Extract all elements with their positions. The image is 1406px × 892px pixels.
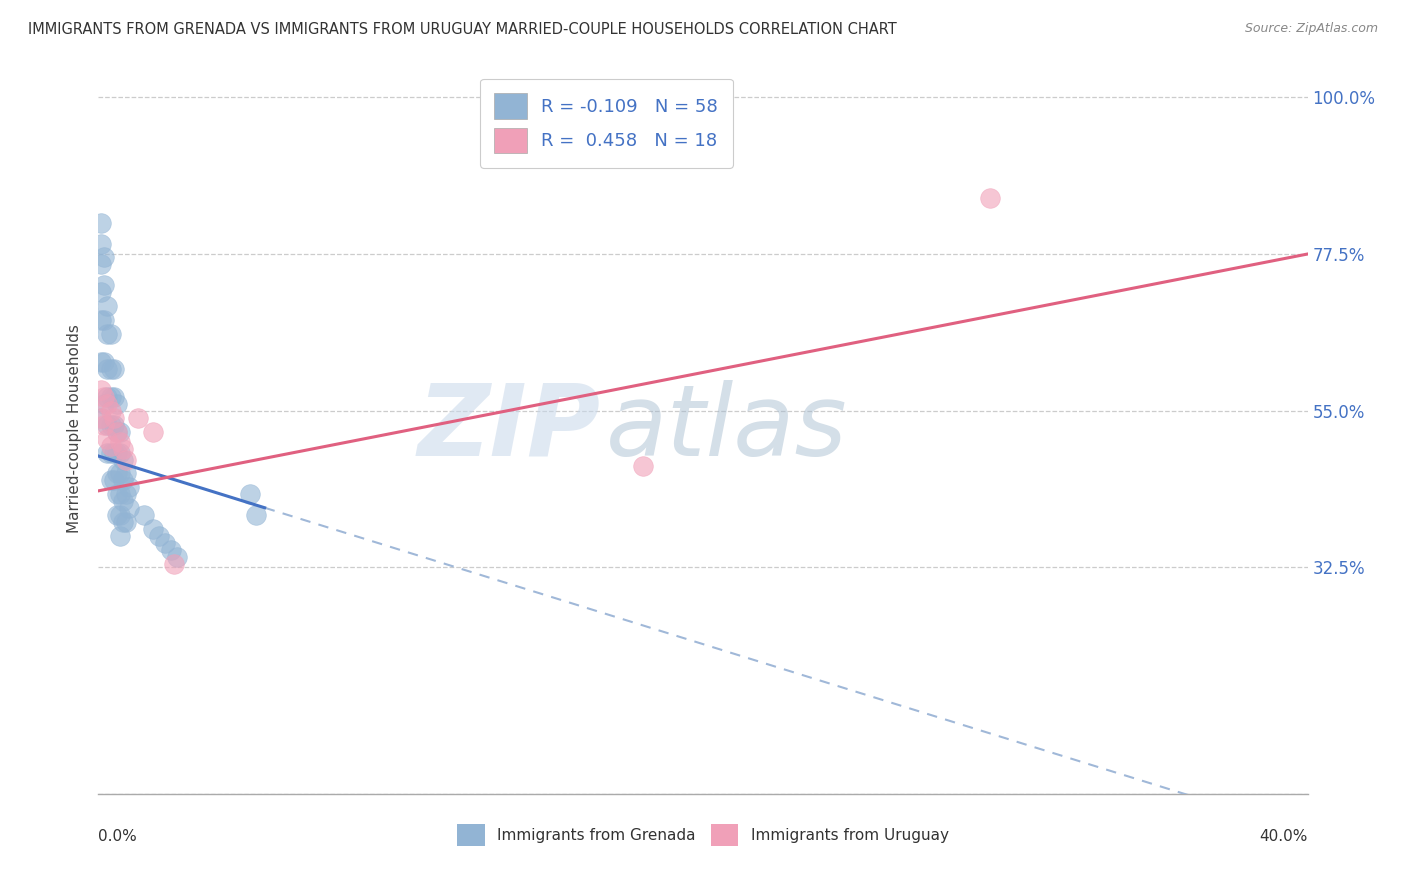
Point: [93, 355, 115, 369]
Point: [103, 362, 125, 376]
Point: [105, 425, 128, 439]
Point: [114, 467, 136, 481]
Point: [118, 480, 141, 494]
Point: [108, 529, 131, 543]
Point: [100, 390, 122, 404]
Point: [148, 529, 170, 543]
Point: [108, 435, 131, 450]
Point: [96, 432, 118, 446]
Point: [239, 487, 262, 501]
Point: [153, 536, 176, 550]
Point: [132, 508, 155, 523]
Text: Source: ZipAtlas.com: Source: ZipAtlas.com: [1244, 22, 1378, 36]
Point: [118, 501, 141, 516]
Point: [90, 355, 112, 369]
Point: [100, 362, 122, 376]
Point: [96, 445, 118, 459]
Point: [108, 487, 131, 501]
Point: [111, 442, 134, 456]
Point: [90, 285, 112, 300]
Point: [111, 515, 134, 529]
Point: [103, 417, 125, 432]
Text: 40.0%: 40.0%: [1260, 830, 1308, 845]
Point: [103, 474, 125, 488]
Point: [93, 251, 115, 265]
Point: [103, 390, 125, 404]
Point: [105, 445, 128, 459]
Point: [108, 508, 131, 523]
Point: [111, 474, 134, 488]
Text: atlas: atlas: [606, 380, 848, 476]
Point: [111, 452, 134, 467]
Point: [100, 474, 122, 488]
Text: IMMIGRANTS FROM GRENADA VS IMMIGRANTS FROM URUGUAY MARRIED-COUPLE HOUSEHOLDS COR: IMMIGRANTS FROM GRENADA VS IMMIGRANTS FR…: [28, 22, 897, 37]
Point: [108, 467, 131, 481]
Point: [142, 425, 165, 439]
Point: [90, 410, 112, 425]
Point: [96, 299, 118, 313]
Point: [105, 467, 128, 481]
Legend: Immigrants from Grenada, Immigrants from Uruguay: Immigrants from Grenada, Immigrants from…: [451, 818, 955, 852]
Point: [163, 557, 186, 571]
Point: [245, 508, 267, 523]
Point: [96, 390, 118, 404]
Point: [93, 313, 115, 327]
Point: [90, 313, 112, 327]
Point: [114, 487, 136, 501]
Point: [93, 278, 115, 293]
Point: [96, 417, 118, 432]
Point: [100, 417, 122, 432]
Point: [103, 445, 125, 459]
Point: [93, 390, 115, 404]
Point: [93, 417, 115, 432]
Text: ZIP: ZIP: [418, 380, 600, 476]
Point: [142, 522, 165, 536]
Point: [979, 191, 1001, 205]
Point: [90, 383, 112, 397]
Point: [90, 410, 112, 425]
Point: [90, 236, 112, 251]
Point: [100, 327, 122, 342]
Point: [631, 459, 654, 474]
Point: [105, 397, 128, 411]
Point: [108, 425, 131, 439]
Point: [100, 445, 122, 459]
Point: [108, 445, 131, 459]
Point: [114, 452, 136, 467]
Point: [111, 494, 134, 508]
Point: [114, 515, 136, 529]
Point: [105, 508, 128, 523]
Point: [100, 439, 122, 453]
Point: [93, 397, 115, 411]
Point: [96, 397, 118, 411]
Point: [90, 257, 112, 271]
Point: [100, 403, 122, 417]
Point: [103, 410, 125, 425]
Point: [90, 216, 112, 230]
Point: [96, 327, 118, 342]
Point: [96, 362, 118, 376]
Point: [105, 487, 128, 501]
Point: [127, 410, 149, 425]
Point: [160, 543, 183, 558]
Point: [166, 549, 188, 564]
Point: [105, 425, 128, 439]
Y-axis label: Married-couple Households: Married-couple Households: [67, 324, 83, 533]
Text: 0.0%: 0.0%: [98, 830, 138, 845]
